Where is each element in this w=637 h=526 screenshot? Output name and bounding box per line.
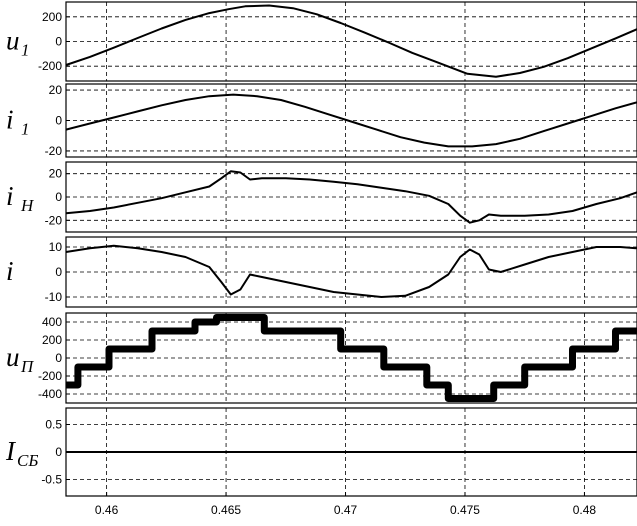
y-axis-label-subscript: H xyxy=(20,196,35,215)
x-axis-ticks: 0.46 0.465 0.47 0.475 0.48 xyxy=(95,492,597,517)
y-tick-label: 20 xyxy=(49,167,63,181)
panel-frame xyxy=(65,407,637,497)
y-axis-label-subscript: СБ xyxy=(17,451,38,470)
panel-6: 0.5 0 -0.5 I СБ xyxy=(5,407,637,497)
y-tick-label: 200 xyxy=(42,10,62,24)
panel-background xyxy=(66,237,637,307)
y-tick-label: 0.5 xyxy=(45,418,62,432)
panel-background xyxy=(66,162,637,232)
y-tick-label: -0.5 xyxy=(41,473,62,487)
y-tick-label: 0 xyxy=(55,265,62,279)
panel-frame xyxy=(65,83,637,158)
y-tick-label: 400 xyxy=(42,315,62,329)
panel-frame xyxy=(65,1,637,82)
y-axis-label-subscript: 1 xyxy=(21,41,30,60)
y-tick-label: -20 xyxy=(45,144,63,158)
panel-5: 400 200 0 -200 -400 u П xyxy=(6,312,637,404)
y-tick-label: -20 xyxy=(45,213,63,227)
series-line xyxy=(65,93,637,148)
y-axis-label: I xyxy=(5,436,17,466)
y-axis-label-subscript: 1 xyxy=(21,120,30,139)
series-line xyxy=(65,170,637,224)
y-tick-label: -200 xyxy=(38,59,62,73)
series-line xyxy=(66,314,637,402)
y-tick-label: 0 xyxy=(55,35,62,49)
y-axis-label: i xyxy=(6,105,14,135)
y-tick-label: 0 xyxy=(55,114,62,128)
panel-frame xyxy=(65,161,637,233)
x-tick-label: 0.46 xyxy=(95,503,119,517)
y-tick-label: 20 xyxy=(49,83,63,97)
panel-frame xyxy=(65,312,637,404)
panel-3: 20 0 -20 i H xyxy=(6,161,637,233)
series-line xyxy=(65,4,637,78)
y-axis-label: i xyxy=(6,256,14,286)
y-tick-label: 200 xyxy=(42,333,62,347)
y-tick-label: 0 xyxy=(55,190,62,204)
panel-2: 20 0 -20 i 1 xyxy=(6,83,637,158)
y-axis-label: u xyxy=(6,26,20,56)
series-line xyxy=(65,244,637,298)
panel-1: 200 0 -200 u 1 xyxy=(6,1,637,82)
x-tick-label: 0.47 xyxy=(334,503,358,517)
y-tick-label: 0 xyxy=(55,351,62,365)
y-axis-label-subscript: П xyxy=(20,357,35,376)
panel-frame xyxy=(65,236,637,308)
panel-4: 10 0 -10 i xyxy=(6,236,637,308)
x-tick-label: 0.48 xyxy=(573,503,597,517)
y-tick-label: -400 xyxy=(38,387,62,401)
x-tick-label: 0.475 xyxy=(450,503,480,517)
y-tick-label: -10 xyxy=(45,290,63,304)
panel-background xyxy=(66,84,637,157)
y-tick-label: 10 xyxy=(49,240,63,254)
y-axis-label: i xyxy=(6,181,14,211)
y-tick-label: 0 xyxy=(55,445,62,459)
y-axis-label: u xyxy=(6,342,20,372)
x-tick-label: 0.465 xyxy=(211,503,241,517)
y-tick-label: -200 xyxy=(38,369,62,383)
